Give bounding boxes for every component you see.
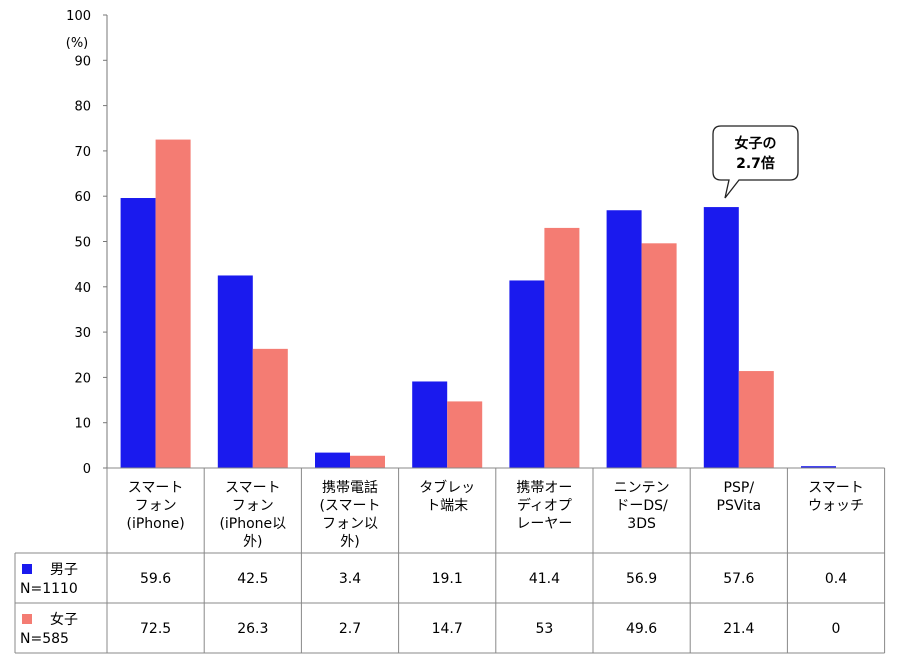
category-label: フォン以 [322,516,378,532]
bar-male [801,466,836,468]
bar-male [509,280,545,468]
y-tick-label: 100 [66,9,91,24]
data-value: 56.9 [626,571,657,587]
category-label: ドーDS/ [615,498,668,514]
legend-n: N=1110 [20,581,78,597]
data-value: 21.4 [723,621,754,637]
category-label: フォン [232,498,274,514]
y-tick-label: 60 [74,190,91,205]
data-value: 0.4 [825,571,847,587]
category-label: 外) [340,534,359,550]
data-value: 19.1 [432,571,463,587]
category-label: (iPhone以 [219,516,286,532]
data-value: 49.6 [626,621,657,637]
category-label: フォン [135,498,177,514]
y-tick-label: 40 [74,281,91,296]
data-value: 53 [535,621,553,637]
bar-male [217,275,253,468]
category-label: PSVita [717,498,762,514]
data-value: 14.7 [432,621,463,637]
y-tick-label: 10 [74,417,91,432]
annotation-text: 女子の [735,135,777,152]
category-label: 携帯オー [516,480,572,496]
data-value: 0 [832,621,841,637]
category-label: 携帯電話 [322,479,378,496]
bar-female [544,227,580,468]
y-tick-label: 30 [74,326,91,341]
legend-name: 女子 [50,611,78,628]
data-value: 42.5 [237,571,268,587]
category-label: 3DS [627,516,656,532]
data-value: 59.6 [140,571,171,587]
y-tick-label: 80 [74,100,91,115]
category-label: スマート [128,480,184,496]
annotation-text: 2.7倍 [736,155,775,172]
legend-swatch-female [22,614,32,624]
legend-n: N=585 [20,631,69,647]
category-label: (iPhone) [127,516,185,532]
bar-female [738,371,774,468]
category-label: ト端末 [426,498,468,514]
bar-male [606,210,642,469]
category-label: ニンテン [614,480,670,496]
bar-male [703,207,739,468]
y-tick-label: 70 [74,145,91,160]
category-label: スマート [225,480,281,496]
y-tick-label: 90 [74,54,91,69]
y-axis-label: (%) [66,36,89,51]
bar-male [315,452,350,468]
data-value: 57.6 [723,571,754,587]
category-label: タブレッ [419,479,475,496]
y-tick-label: 20 [74,371,91,386]
bar-female [155,139,191,468]
data-value: 2.7 [339,621,361,637]
category-label: スマート [808,480,864,496]
category-label: 外) [243,534,262,550]
bar-female [641,243,677,468]
data-value: 3.4 [339,571,361,587]
y-tick-label: 50 [74,236,91,251]
category-label: PSP/ [724,480,755,496]
data-value: 41.4 [529,571,560,587]
bar-female [447,401,483,468]
bar-male [120,198,156,468]
category-label: ウォッチ [808,498,864,514]
data-value: 26.3 [237,621,268,637]
category-label: ディオプ [517,497,572,514]
legend-name: 男子 [50,562,78,578]
bar-female [350,455,385,468]
data-value: 72.5 [140,621,171,637]
bar-female [252,348,288,468]
legend-swatch-male [22,564,32,574]
category-label: レーヤー [516,516,572,532]
y-tick-label: 0 [83,462,91,477]
category-label: (スマート [319,498,380,514]
bar-male [412,381,448,468]
annotation-callout [712,125,799,199]
